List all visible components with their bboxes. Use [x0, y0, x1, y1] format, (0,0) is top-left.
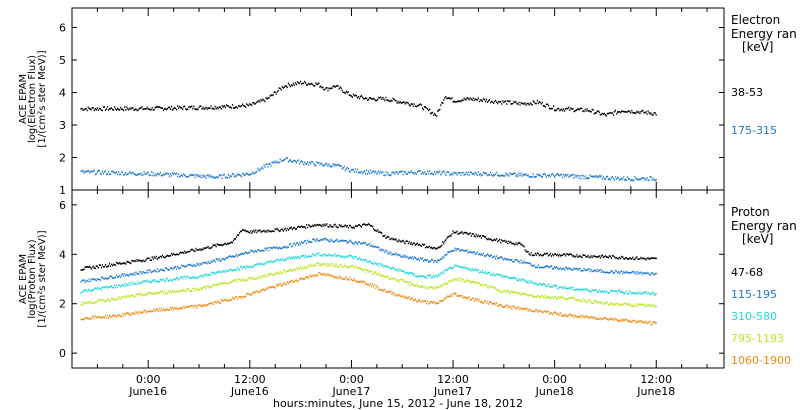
electron-ytick-label: 6: [59, 22, 66, 35]
proton-legend-item: 1060-1900: [731, 354, 791, 367]
proton-legend-item: 310-580: [731, 310, 777, 323]
electron-legend-title-line3: [keV]: [742, 40, 773, 54]
electron-legend-item: 38-53: [731, 86, 763, 99]
electron-ytick-label: 3: [59, 119, 66, 132]
x-tick-date: June16: [128, 385, 167, 398]
proton-legend-title-line1: Proton: [731, 205, 770, 219]
proton-ylabel-line2: log(Proton Flux): [27, 239, 38, 318]
x-tick-date: June17: [433, 385, 472, 398]
proton-legend-item: 47-68: [731, 266, 763, 279]
proton-ylabel: ACE EPAM log(Proton Flux) [1/(cm²s ster …: [18, 230, 48, 327]
plot-layer: 1 2 3 4 5 6 38-53 175-315 0 2 4 6 47-68 115-195 310-58…: [59, 8, 791, 398]
proton-series-3: [80, 262, 657, 308]
electron-series-0: [80, 80, 657, 117]
proton-ytick-label: 4: [59, 248, 66, 261]
proton-ylabel-line1: ACE EPAM: [18, 254, 29, 304]
x-tick-label: 12:00: [234, 373, 266, 386]
x-axis-title: hours:minutes, June 15, 2012 - June 18, …: [273, 397, 523, 410]
electron-series-1: [80, 157, 657, 182]
proton-legend-item: 795-1193: [731, 332, 784, 345]
x-tick-label: 12:00: [640, 373, 672, 386]
electron-ytick-label: 1: [59, 184, 66, 197]
proton-legend-title-line2: Energy ran: [731, 219, 797, 233]
proton-series-1: [80, 237, 657, 284]
x-tick-label: 0:00: [136, 373, 161, 386]
electron-ylabel-line2: log(Electron Flux): [27, 55, 38, 143]
electron-ytick-label: 2: [59, 152, 66, 165]
electron-ytick-label: 4: [59, 87, 66, 100]
electron-panel-frame: [71, 7, 725, 191]
proton-legend-title-line3: [keV]: [742, 232, 773, 246]
proton-legend-title: Proton Energy ran [keV]: [731, 205, 797, 246]
x-tick-label: 12:00: [437, 373, 469, 386]
electron-ytick-label: 5: [59, 54, 66, 67]
electron-legend-title-line1: Electron: [731, 13, 780, 27]
proton-legend-item: 115-195: [731, 288, 777, 301]
electron-legend-item: 175-315: [731, 124, 777, 137]
proton-panel-frame: [71, 189, 725, 369]
electron-legend-title: Electron Energy ran [keV]: [731, 13, 797, 54]
proton-series-4: [80, 272, 657, 326]
electron-ylabel: ACE EPAM log(Electron Flux) [1/(cm²s ste…: [18, 50, 48, 147]
x-tick-date: June17: [331, 385, 370, 398]
x-tick-label: 0:00: [542, 373, 567, 386]
proton-ytick-label: 6: [59, 199, 66, 212]
x-tick-date: June18: [636, 385, 675, 398]
x-tick-label: 0:00: [339, 373, 364, 386]
proton-series-2: [80, 252, 657, 296]
electron-legend-title-line2: Energy ran: [731, 27, 797, 41]
proton-ytick-label: 0: [59, 347, 66, 360]
proton-ytick-label: 2: [59, 298, 66, 311]
x-tick-date: June18: [535, 385, 574, 398]
proton-ylabel-line3: [1/(cm²s ster MeV)]: [37, 230, 48, 327]
proton-series-0: [80, 223, 657, 271]
electron-ylabel-line3: [1/(cm²s ster MeV)]: [37, 50, 48, 147]
x-tick-date: June16: [230, 385, 269, 398]
electron-ylabel-line1: ACE EPAM: [18, 74, 29, 124]
